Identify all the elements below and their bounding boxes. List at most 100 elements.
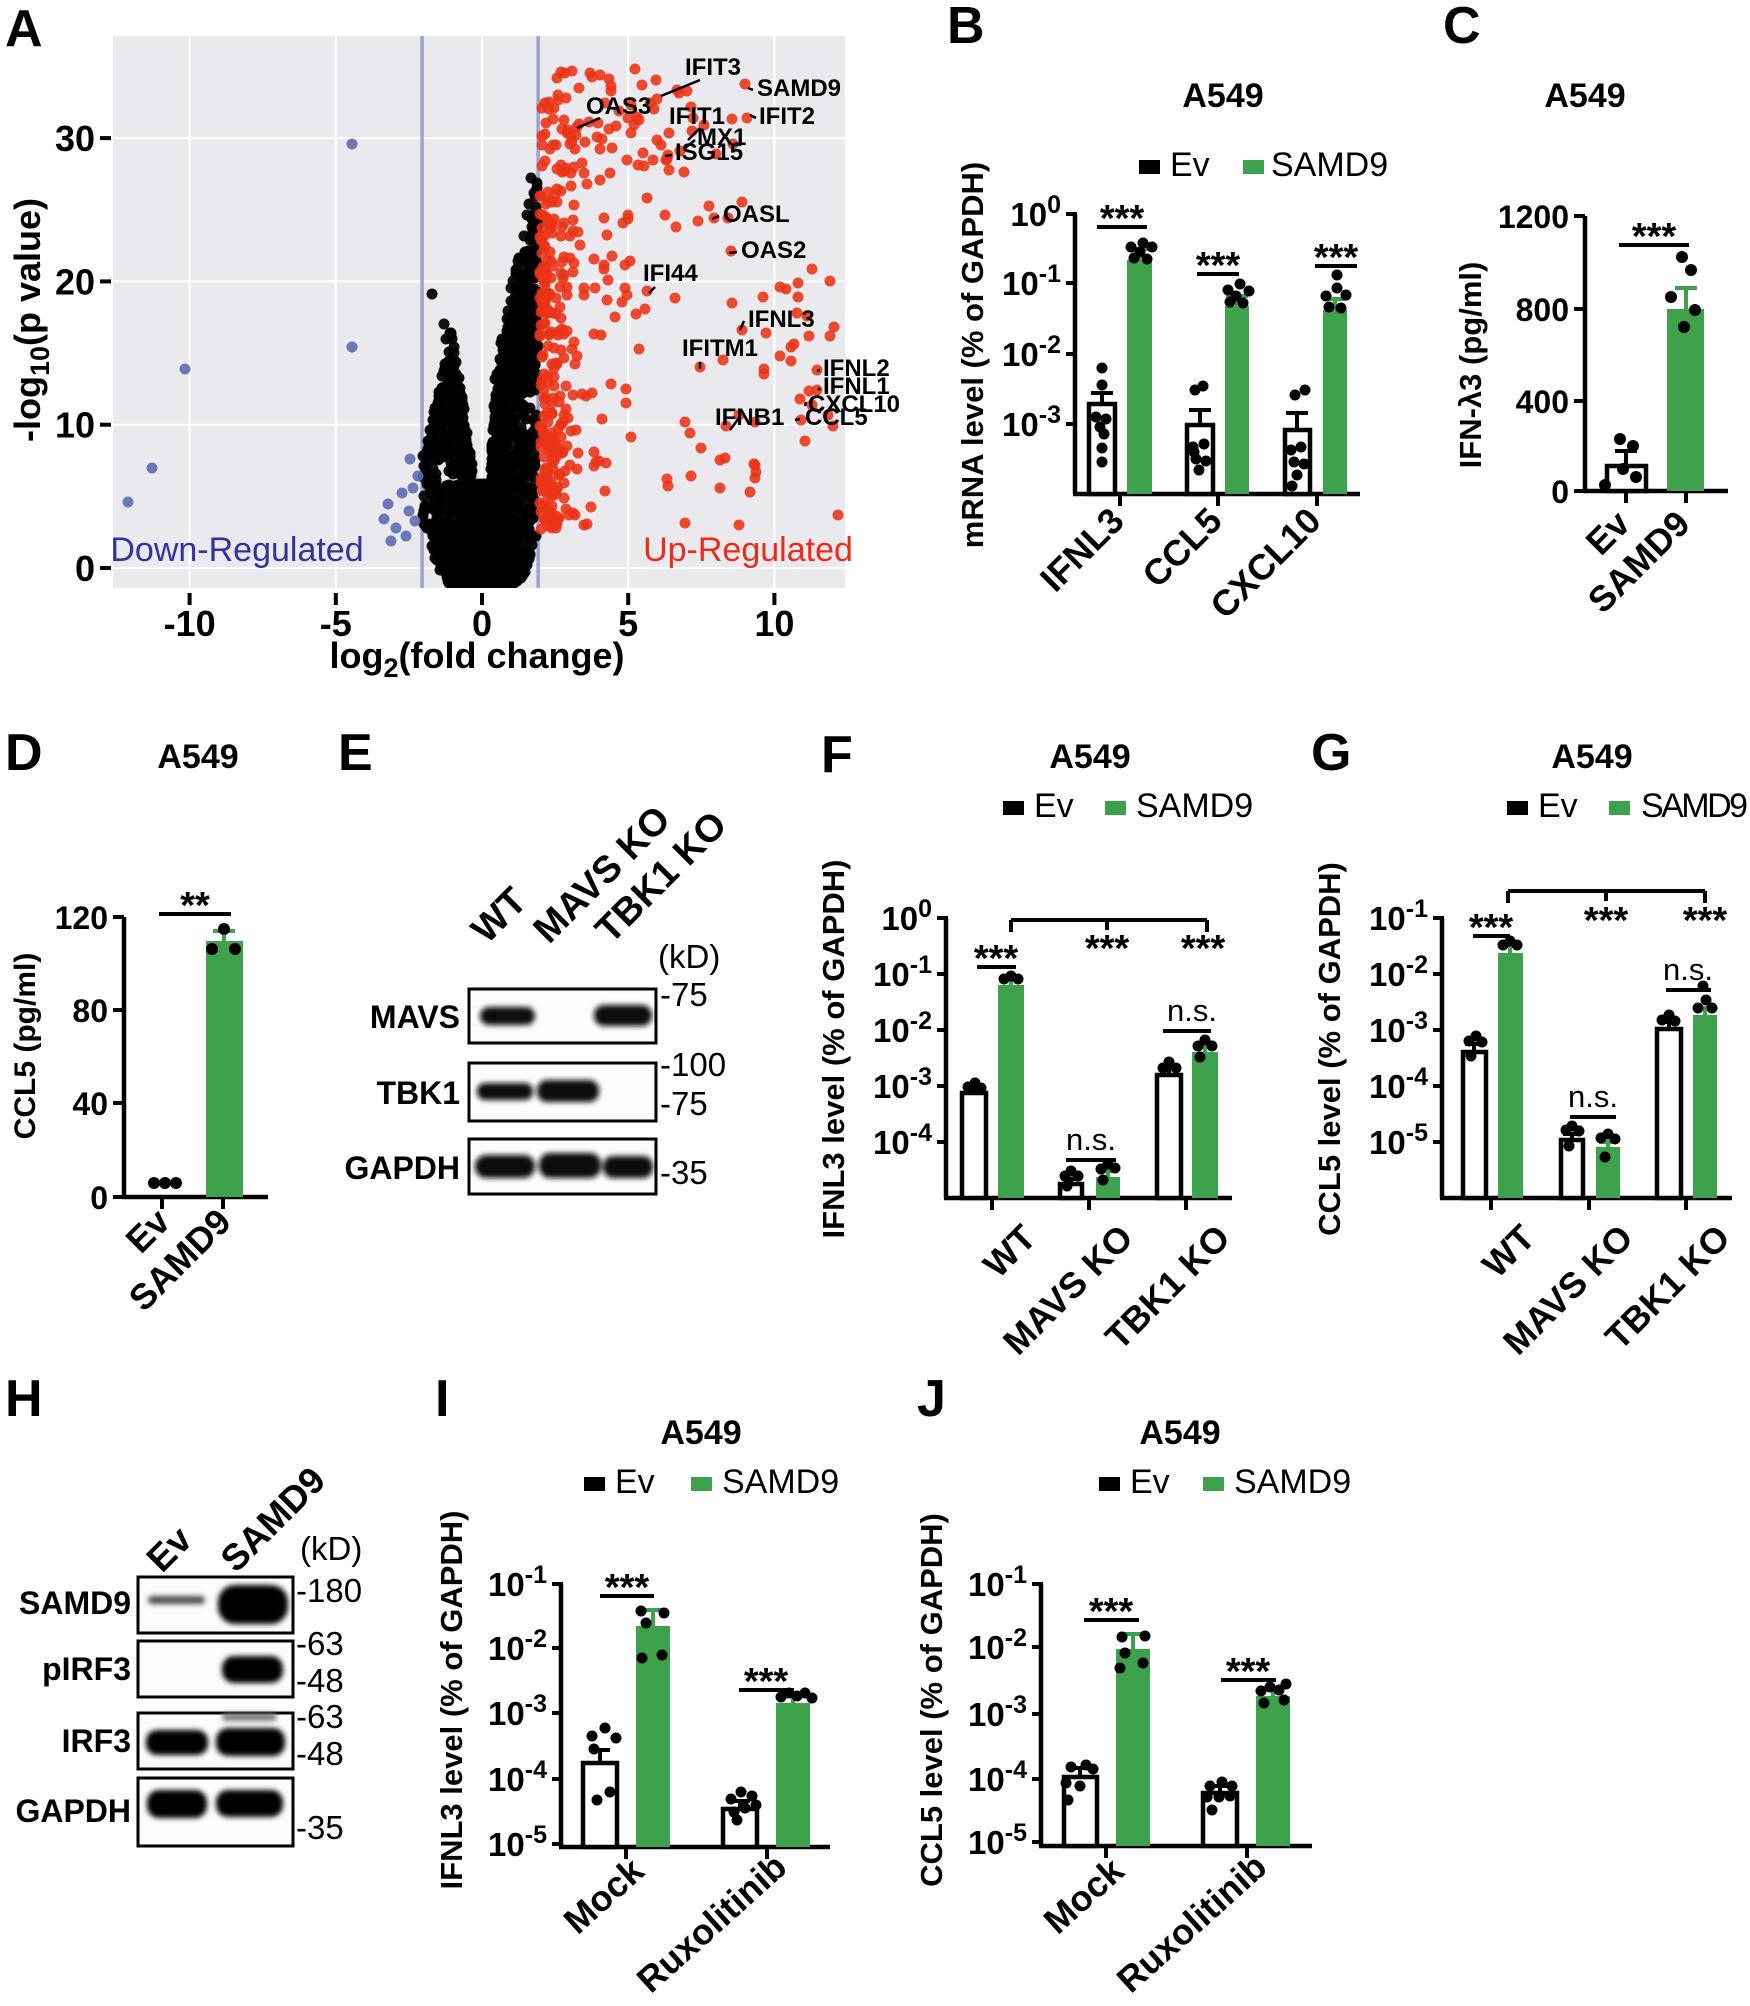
- svg-text:***: ***: [1100, 198, 1145, 240]
- svg-text:pIRF3: pIRF3: [42, 1651, 131, 1687]
- svg-text:I: I: [435, 1370, 449, 1428]
- svg-text:-35: -35: [660, 1154, 708, 1191]
- svg-text:SAMD9: SAMD9: [1136, 787, 1253, 825]
- svg-text:OAS2: OAS2: [741, 237, 806, 264]
- svg-text:IFI44: IFI44: [643, 260, 698, 287]
- svg-text:800: 800: [1516, 292, 1569, 328]
- svg-text:10: 10: [55, 405, 95, 446]
- svg-text:-75: -75: [660, 1085, 708, 1122]
- svg-text:(kD): (kD): [658, 938, 720, 975]
- svg-text:***: ***: [1314, 237, 1359, 279]
- svg-text:n.s.: n.s.: [1568, 1079, 1618, 1114]
- svg-text:-5: -5: [320, 603, 352, 644]
- svg-text:-48: -48: [296, 1662, 344, 1699]
- svg-text:Ev: Ev: [615, 1463, 655, 1501]
- svg-text:120: 120: [55, 900, 108, 936]
- svg-text:C: C: [1443, 0, 1481, 55]
- svg-text:n.s.: n.s.: [1167, 993, 1217, 1028]
- svg-text:CCL5 (pg/ml): CCL5 (pg/ml): [9, 953, 42, 1140]
- svg-text:40: 40: [72, 1086, 108, 1122]
- svg-text:-log10(p value): -log10(p value): [7, 198, 55, 442]
- svg-text:A: A: [5, 0, 43, 58]
- svg-text:mRNA level (% of GAPDH): mRNA level (% of GAPDH): [955, 162, 990, 548]
- svg-text:IFN-λ3 (pg/ml): IFN-λ3 (pg/ml): [1453, 262, 1488, 469]
- svg-text:-48: -48: [296, 1735, 344, 1772]
- svg-text:***: ***: [1584, 900, 1629, 942]
- svg-text:OASL: OASL: [723, 201, 790, 228]
- svg-text:10-3: 10-3: [1002, 401, 1061, 443]
- svg-text:OAS3: OAS3: [586, 93, 651, 120]
- svg-text:***: ***: [1085, 928, 1130, 970]
- svg-text:(kD): (kD): [300, 1530, 362, 1567]
- svg-text:10-5: 10-5: [1369, 1119, 1428, 1161]
- svg-text:Up-Regulated: Up-Regulated: [643, 531, 853, 569]
- svg-text:10-5: 10-5: [488, 1821, 547, 1863]
- svg-text:-180: -180: [296, 1572, 362, 1609]
- svg-text:***: ***: [1632, 216, 1677, 258]
- svg-text:400: 400: [1516, 384, 1569, 420]
- svg-text:-35: -35: [296, 1809, 344, 1846]
- svg-text:CXCL10: CXCL10: [808, 391, 900, 418]
- svg-text:5: 5: [618, 603, 638, 644]
- svg-text:G: G: [1311, 724, 1351, 782]
- svg-text:A549: A549: [1182, 77, 1263, 115]
- svg-text:n.s.: n.s.: [1066, 1122, 1116, 1157]
- svg-text:***: ***: [1089, 1591, 1134, 1633]
- svg-text:Ev: Ev: [1170, 146, 1210, 184]
- svg-text:A549: A549: [1139, 1414, 1220, 1452]
- svg-text:IFNL3: IFNL3: [748, 306, 815, 333]
- svg-text:SAMD9: SAMD9: [722, 1463, 839, 1501]
- svg-text:SAMD9: SAMD9: [1641, 787, 1748, 825]
- svg-text:SAMD9: SAMD9: [757, 75, 841, 102]
- svg-text:A549: A549: [660, 1414, 741, 1452]
- svg-text:1200: 1200: [1498, 199, 1569, 235]
- svg-text:30: 30: [55, 118, 95, 159]
- svg-text:IFIT1: IFIT1: [669, 103, 725, 130]
- svg-text:***: ***: [1226, 1651, 1271, 1693]
- svg-text:CCL5 level (% of GAPDH): CCL5 level (% of GAPDH): [1312, 862, 1347, 1236]
- svg-text:-100: -100: [660, 1046, 726, 1083]
- svg-text:Down-Regulated: Down-Regulated: [110, 531, 363, 569]
- svg-text:10-3: 10-3: [968, 1691, 1027, 1733]
- svg-text:0: 0: [90, 1180, 108, 1216]
- svg-text:SAMD9: SAMD9: [19, 1585, 131, 1621]
- svg-text:***: ***: [1181, 928, 1226, 970]
- svg-text:IFNL3 level (% of GAPDH): IFNL3 level (% of GAPDH): [816, 860, 851, 1239]
- svg-text:E: E: [338, 724, 373, 782]
- svg-text:***: ***: [1683, 900, 1728, 942]
- svg-text:***: ***: [744, 1661, 789, 1703]
- svg-text:***: ***: [1196, 245, 1241, 287]
- svg-text:10: 10: [754, 603, 794, 644]
- svg-text:-75: -75: [660, 976, 708, 1013]
- svg-text:IRF3: IRF3: [62, 1723, 131, 1759]
- svg-text:IFIT3: IFIT3: [685, 54, 741, 81]
- svg-text:**: **: [180, 885, 210, 927]
- svg-text:ISG15: ISG15: [675, 139, 743, 166]
- svg-text:10-2: 10-2: [1369, 951, 1428, 993]
- svg-text:A549: A549: [1544, 77, 1625, 115]
- svg-text:***: ***: [605, 1567, 650, 1609]
- svg-text:Ev: Ev: [1034, 787, 1074, 825]
- svg-text:CCL5: CCL5: [805, 404, 868, 431]
- svg-text:SAMD9: SAMD9: [1271, 146, 1388, 184]
- svg-text:F: F: [821, 726, 853, 784]
- svg-text:MX1: MX1: [697, 124, 746, 151]
- svg-text:n.s.: n.s.: [1663, 952, 1713, 987]
- svg-text:SAMD9: SAMD9: [1234, 1463, 1351, 1501]
- svg-text:J: J: [917, 1370, 946, 1428]
- svg-text:A549: A549: [1049, 738, 1130, 776]
- svg-text:CCL5 level (% of GAPDH): CCL5 level (% of GAPDH): [914, 1513, 949, 1887]
- svg-text:IFNL2: IFNL2: [823, 355, 890, 382]
- svg-text:-63: -63: [296, 1698, 344, 1735]
- svg-text:-10: -10: [164, 603, 216, 644]
- svg-text:TBK1: TBK1: [376, 1075, 460, 1111]
- svg-text:IFNB1: IFNB1: [715, 404, 784, 431]
- svg-text:-63: -63: [296, 1625, 344, 1662]
- svg-text:Ev: Ev: [1130, 1463, 1170, 1501]
- svg-text:IFITM1: IFITM1: [682, 335, 758, 362]
- svg-text:***: ***: [974, 938, 1019, 980]
- svg-text:A549: A549: [157, 738, 238, 776]
- svg-text:IFNL3 level (% of GAPDH): IFNL3 level (% of GAPDH): [434, 1511, 469, 1890]
- svg-text:20: 20: [55, 261, 95, 302]
- svg-text:H: H: [5, 1370, 43, 1428]
